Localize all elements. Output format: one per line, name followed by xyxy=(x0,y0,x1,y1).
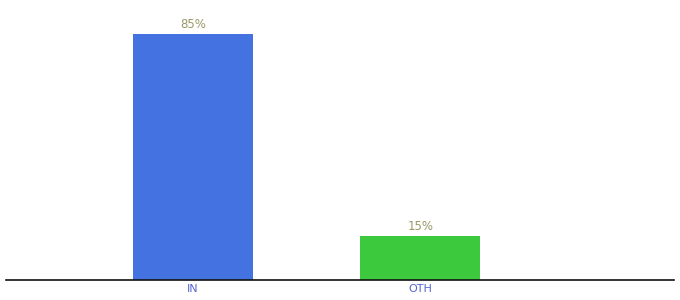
Text: 85%: 85% xyxy=(180,18,206,31)
Bar xyxy=(360,236,481,280)
Text: 15%: 15% xyxy=(407,220,433,233)
Bar xyxy=(133,34,253,280)
